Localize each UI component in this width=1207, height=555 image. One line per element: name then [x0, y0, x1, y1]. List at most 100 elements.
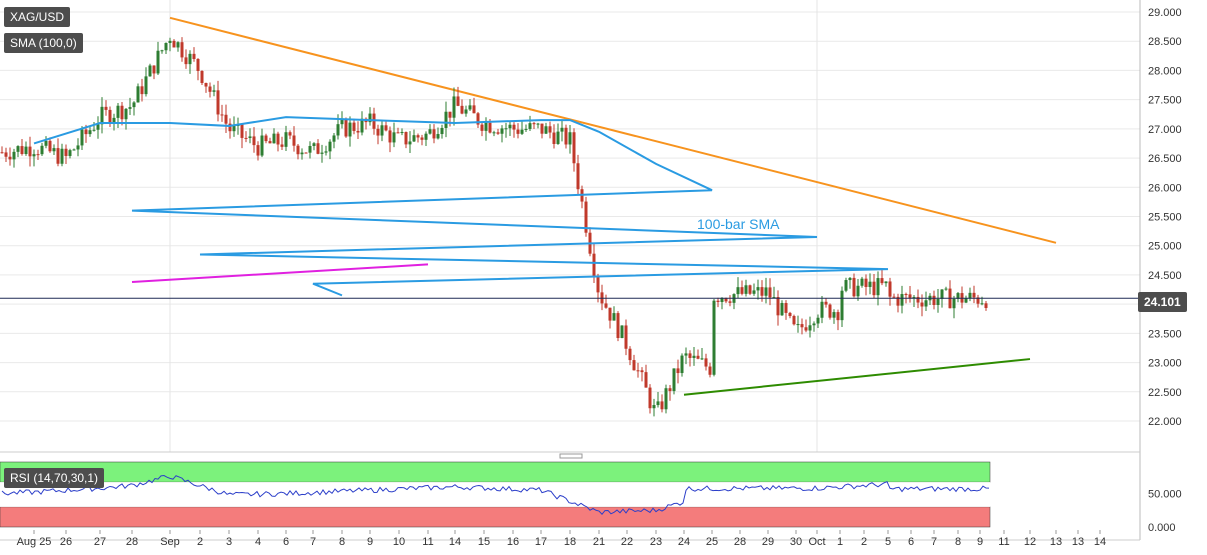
candle-body: [180, 42, 184, 58]
candle-body: [660, 401, 664, 410]
x-tick-label: 23: [650, 536, 662, 548]
candle-body: [128, 107, 132, 109]
candle-body: [684, 353, 688, 356]
sma-annotation: 100-bar SMA: [697, 216, 780, 232]
x-tick-label: 6: [908, 536, 914, 548]
candle-body: [396, 132, 400, 134]
candle-body: [484, 122, 488, 131]
candle-body: [680, 355, 684, 374]
candle-body: [80, 129, 84, 146]
candle-body: [408, 141, 412, 145]
candle-body: [72, 149, 76, 151]
candle-body: [76, 145, 80, 150]
grid: [0, 0, 1141, 541]
candle-body: [616, 313, 620, 338]
x-tick-label: 30: [790, 536, 802, 548]
candle-body: [28, 146, 32, 157]
candle-body: [560, 127, 564, 132]
candle-body: [208, 86, 212, 92]
candle-body: [764, 287, 768, 296]
candle-body: [544, 126, 548, 134]
candle-body: [528, 123, 532, 129]
x-tick-label: 21: [593, 536, 605, 548]
price-tick-label: 23.500: [1148, 328, 1182, 340]
last-price-tag: 24.101: [1138, 292, 1187, 312]
candle-body: [884, 281, 888, 284]
rising-wedge-top-line: [131, 263, 429, 283]
candle-body: [852, 277, 856, 297]
candle-body: [768, 287, 772, 298]
candle-body: [740, 287, 744, 294]
candle-body: [820, 301, 824, 318]
candle-body: [748, 285, 752, 294]
symbol-tag: XAG/USD: [4, 7, 71, 27]
trendlines: [131, 16, 1057, 396]
price-tick-label: 27.000: [1148, 124, 1182, 136]
candle-body: [244, 137, 248, 139]
x-tick-label: 10: [393, 536, 405, 548]
x-tick-label: 7: [310, 536, 316, 548]
candle-body: [548, 126, 552, 133]
candle-body: [712, 300, 716, 375]
candle-body: [336, 124, 340, 136]
candle-body: [540, 123, 544, 134]
candle-body: [976, 297, 980, 304]
candle-body: [160, 50, 164, 52]
sma-indicator-tag[interactable]: SMA (100,0): [4, 33, 83, 53]
candle-body: [844, 280, 848, 291]
sma-100-line: [33, 116, 889, 297]
candle-body: [848, 277, 852, 281]
x-tick-label: 29: [762, 536, 774, 548]
candle-body: [116, 105, 120, 118]
candle-body: [268, 141, 272, 144]
rsi-line: [1, 475, 990, 516]
candle-body: [772, 297, 776, 299]
candle-body: [744, 285, 748, 294]
x-tick-label: Oct: [808, 536, 825, 548]
x-tick-label: 8: [339, 536, 345, 548]
candle-body: [132, 102, 136, 108]
candle-body: [216, 90, 220, 115]
candle-body: [944, 288, 948, 290]
candle-body: [332, 135, 336, 142]
candle-body: [868, 281, 872, 287]
candle-body: [124, 108, 128, 120]
candle-body: [604, 303, 608, 308]
candle-body: [104, 106, 108, 110]
candle-body: [640, 370, 644, 373]
candle-body: [508, 124, 512, 129]
candle-body: [624, 325, 628, 349]
candle-body: [140, 86, 144, 95]
candle-body: [504, 128, 508, 130]
candle-body: [460, 105, 464, 114]
candle-body: [52, 148, 56, 152]
price-tick-label: 28.500: [1148, 36, 1182, 48]
candle-body: [224, 114, 228, 124]
rsi-indicator-tag[interactable]: RSI (14,70,30,1): [4, 468, 105, 488]
candle-body: [352, 122, 356, 131]
x-tick-label: 14: [449, 536, 461, 548]
candle-body: [416, 135, 420, 138]
x-tick-label: 8: [955, 536, 961, 548]
x-tick-label: 2: [861, 536, 867, 548]
candle-body: [404, 131, 408, 145]
candle-body: [892, 296, 896, 298]
candle-body: [256, 145, 260, 156]
candle-body: [824, 301, 828, 305]
x-tick-label: 4: [255, 536, 261, 548]
candle-body: [676, 368, 680, 374]
candle-body: [492, 132, 496, 134]
candle-body: [96, 124, 100, 130]
price-tick-label: 27.500: [1148, 95, 1182, 107]
x-tick-label: 11: [998, 536, 1009, 548]
candle-body: [856, 285, 860, 297]
x-tick-label: 18: [564, 536, 576, 548]
candle-body: [760, 287, 764, 296]
candle-body: [12, 151, 16, 160]
candle-body: [308, 145, 312, 153]
x-tick-label: 15: [478, 536, 490, 548]
candle-body: [924, 300, 928, 307]
candle-body: [348, 122, 352, 137]
price-tick-label: 22.500: [1148, 387, 1182, 399]
candle-body: [36, 154, 40, 156]
